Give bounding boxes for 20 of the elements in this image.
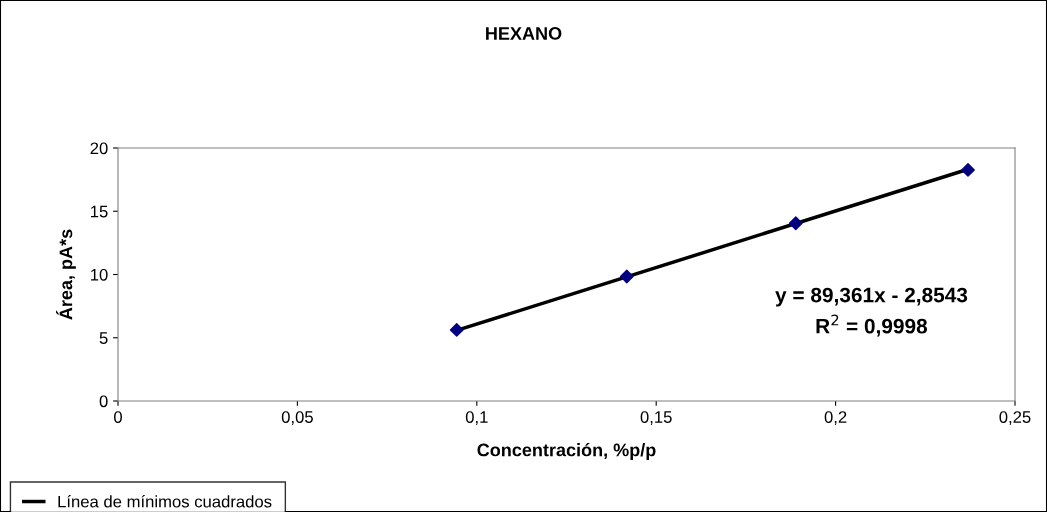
x-tick-label: 0,15: [640, 411, 672, 425]
y-tick-label: 10: [91, 268, 108, 281]
legend-label: Línea de mínimos cuadrados: [58, 495, 272, 508]
point: [788, 216, 803, 231]
x-tick-label: 0,1: [465, 411, 488, 425]
x-tick-label: 0,05: [281, 411, 313, 425]
point: [449, 323, 464, 337]
x-tick-label: 0: [114, 411, 122, 423]
x-tick-label: 0,2: [824, 411, 847, 425]
y-tick-label: 0: [99, 395, 108, 408]
point: [961, 162, 975, 177]
annotation: y = 89,361x - 2,8543 R$^{2}$ = 0,9998: [775, 287, 968, 337]
x-axis-title: Concentración, %p/p: [477, 442, 656, 460]
chart-title: HEXANO: [486, 27, 562, 40]
y-tick-label: 5: [99, 332, 108, 344]
point: [619, 269, 634, 284]
y-axis-title: Área, pA*s: [56, 229, 76, 320]
x-tick-label: 0,25: [999, 411, 1031, 425]
y-tick-label: 15: [91, 205, 108, 218]
y-tick-label: 20: [90, 142, 108, 155]
